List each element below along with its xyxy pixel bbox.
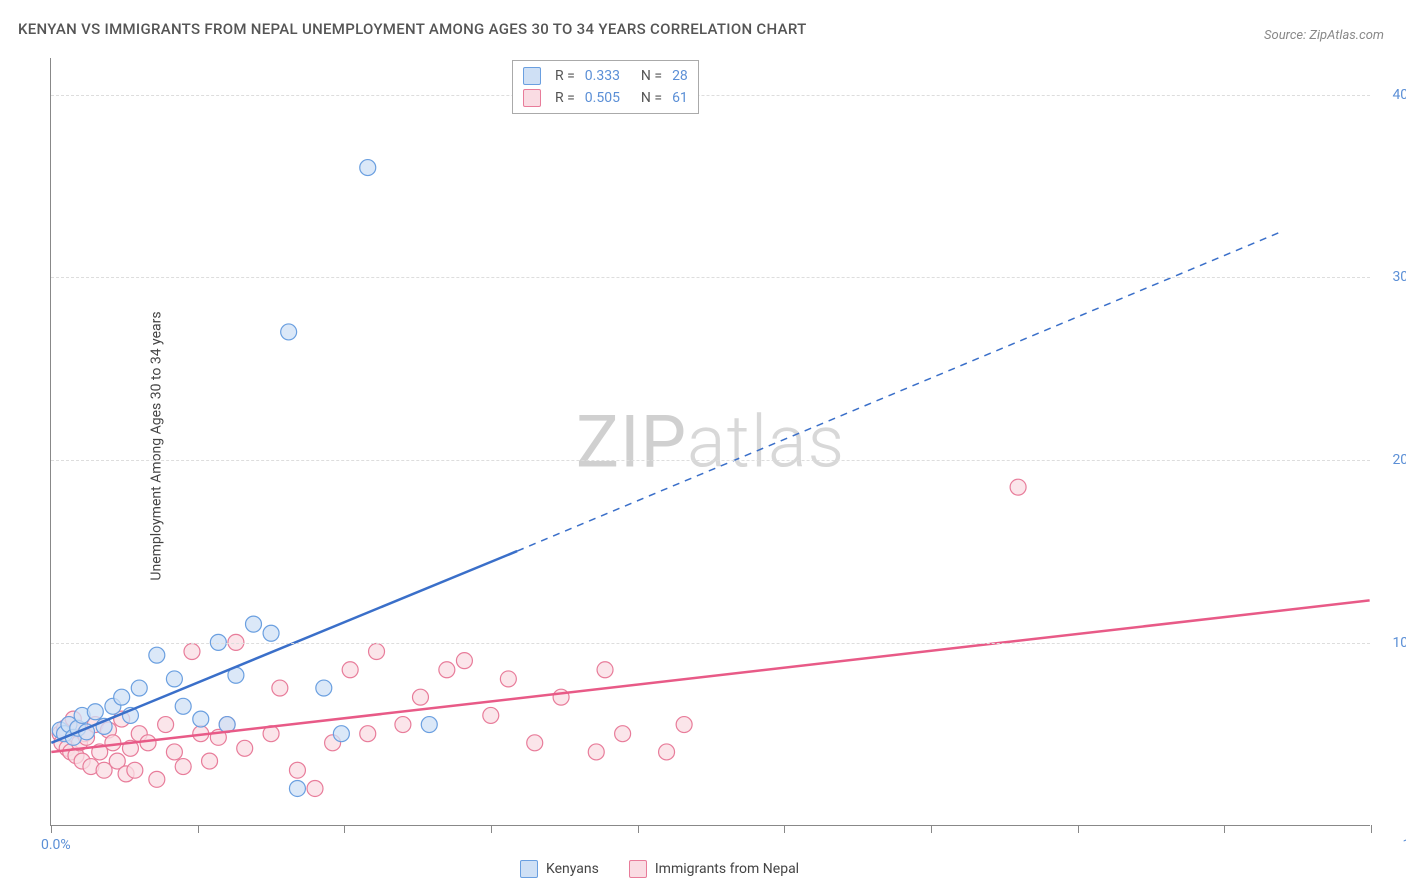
chart-plot-area: ZIPatlas 0.0% 15.0% 10.0%20.0%30.0%40.0%: [50, 58, 1370, 826]
scatter-point: [149, 771, 165, 787]
scatter-point: [483, 707, 499, 723]
scatter-point: [289, 762, 305, 778]
scatter-point: [412, 689, 428, 705]
x-tick: [491, 825, 492, 833]
r-value: 0.333: [585, 68, 620, 84]
x-tick: [784, 825, 785, 833]
trend-line-extrapolated: [517, 231, 1282, 551]
y-tick-label: 30.0%: [1392, 269, 1406, 285]
scatter-point: [131, 680, 147, 696]
x-tick: [51, 825, 52, 833]
scatter-point: [439, 662, 455, 678]
scatter-point: [193, 711, 209, 727]
scatter-point: [202, 753, 218, 769]
scatter-point: [263, 625, 279, 641]
scatter-point: [237, 740, 253, 756]
scatter-point: [166, 744, 182, 760]
scatter-point: [597, 662, 613, 678]
n-label: N =: [634, 90, 662, 106]
scatter-point: [281, 324, 297, 340]
trend-line: [51, 551, 517, 743]
scatter-point: [246, 616, 262, 632]
scatter-point: [360, 160, 376, 176]
scatter-point: [184, 644, 200, 660]
x-axis-min-label: 0.0%: [41, 837, 71, 853]
scatter-point: [369, 644, 385, 660]
series-name: Kenyans: [546, 861, 599, 877]
x-tick: [1224, 825, 1225, 833]
scatter-point: [316, 680, 332, 696]
series-legend-item: Immigrants from Nepal: [629, 860, 799, 878]
series-name: Immigrants from Nepal: [655, 861, 799, 877]
x-tick: [1371, 825, 1372, 833]
gridline-horizontal: [51, 460, 1370, 461]
scatter-point: [333, 726, 349, 742]
r-label: R =: [555, 68, 575, 84]
y-tick-label: 10.0%: [1392, 635, 1406, 651]
x-tick: [198, 825, 199, 833]
x-tick: [1078, 825, 1079, 833]
legend-row: R = 0.333 N = 28: [523, 65, 688, 87]
y-tick-label: 40.0%: [1392, 87, 1406, 103]
scatter-point: [615, 726, 631, 742]
scatter-point: [175, 759, 191, 775]
scatter-point: [588, 744, 604, 760]
x-tick: [344, 825, 345, 833]
legend-swatch-icon: [523, 67, 541, 85]
scatter-point: [360, 726, 376, 742]
gridline-horizontal: [51, 95, 1370, 96]
scatter-point: [127, 762, 143, 778]
scatter-point: [676, 717, 692, 733]
scatter-point: [659, 744, 675, 760]
series-legend: Kenyans Immigrants from Nepal: [520, 860, 799, 878]
scatter-point: [175, 698, 191, 714]
n-label: N =: [634, 68, 662, 84]
scatter-point: [307, 780, 323, 796]
scatter-point: [114, 689, 130, 705]
legend-swatch-icon: [520, 860, 538, 878]
scatter-point: [87, 704, 103, 720]
scatter-point: [149, 647, 165, 663]
scatter-point: [456, 653, 472, 669]
scatter-point: [272, 680, 288, 696]
chart-svg: [51, 58, 1370, 825]
scatter-point: [105, 735, 121, 751]
x-tick: [638, 825, 639, 833]
scatter-point: [342, 662, 358, 678]
n-value: 61: [672, 90, 688, 106]
n-value: 28: [672, 68, 688, 84]
scatter-point: [140, 735, 156, 751]
scatter-point: [158, 717, 174, 733]
r-label: R =: [555, 90, 575, 106]
legend-swatch-icon: [523, 89, 541, 107]
chart-title: KENYAN VS IMMIGRANTS FROM NEPAL UNEMPLOY…: [18, 20, 807, 38]
scatter-point: [527, 735, 543, 751]
gridline-horizontal: [51, 277, 1370, 278]
scatter-point: [1010, 479, 1026, 495]
source-credit: Source: ZipAtlas.com: [1264, 28, 1384, 43]
x-axis-max-label: 15.0%: [1402, 837, 1406, 853]
legend-swatch-icon: [629, 860, 647, 878]
gridline-horizontal: [51, 643, 1370, 644]
legend-row: R = 0.505 N = 61: [523, 87, 688, 109]
scatter-point: [421, 717, 437, 733]
r-value: 0.505: [585, 90, 620, 106]
scatter-point: [500, 671, 516, 687]
scatter-point: [289, 780, 305, 796]
series-legend-item: Kenyans: [520, 860, 599, 878]
x-tick: [931, 825, 932, 833]
correlation-legend: R = 0.333 N = 28 R = 0.505 N = 61: [512, 60, 699, 114]
y-tick-label: 20.0%: [1392, 452, 1406, 468]
scatter-point: [395, 717, 411, 733]
scatter-point: [166, 671, 182, 687]
